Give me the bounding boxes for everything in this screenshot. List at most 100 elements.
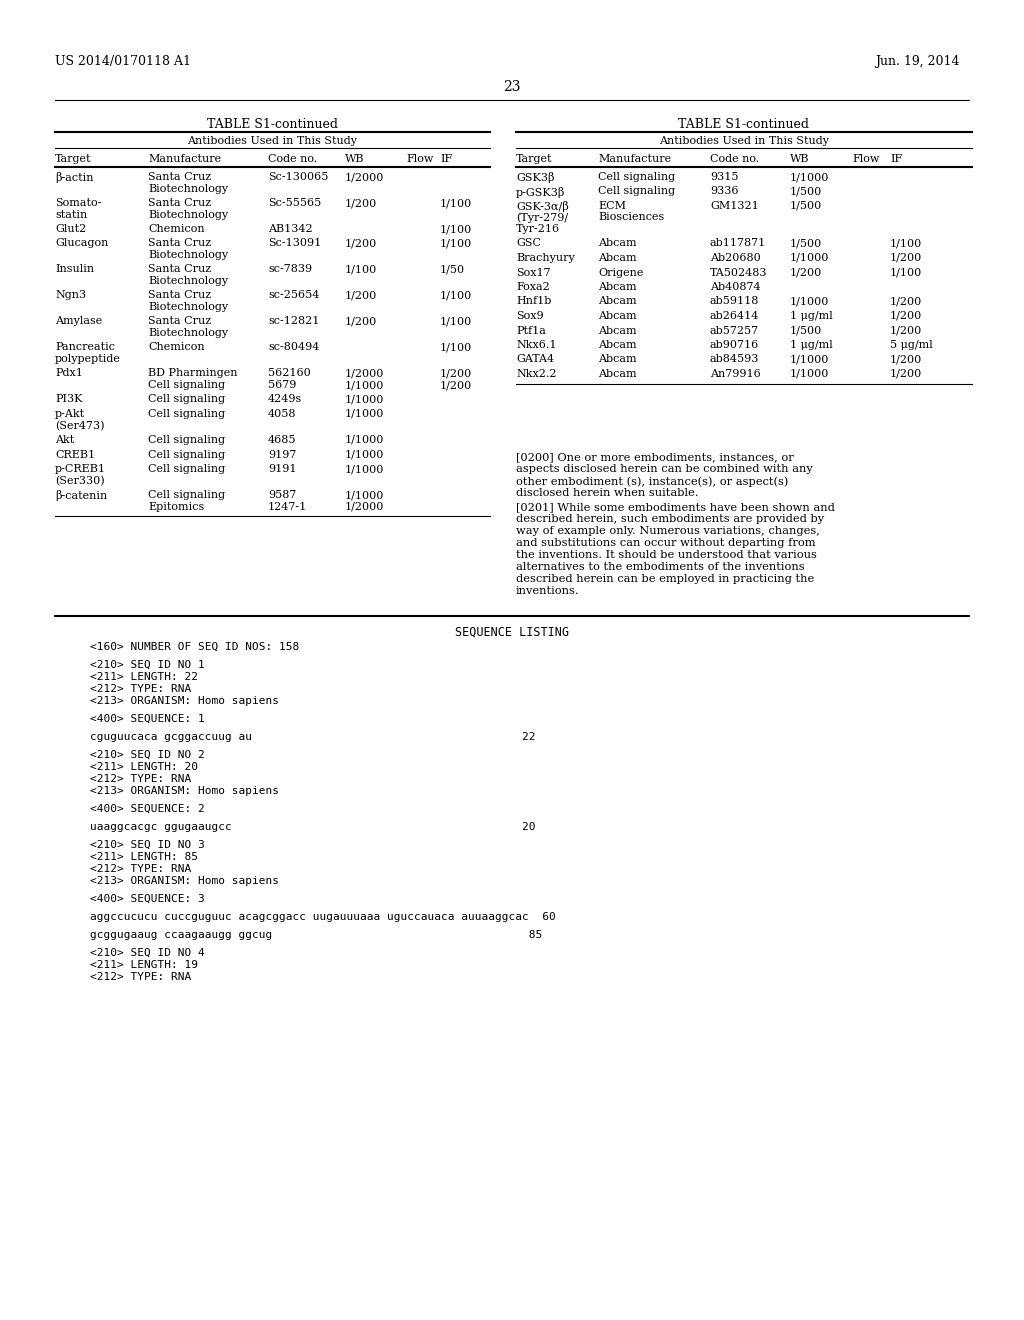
Text: <213> ORGANISM: Homo sapiens: <213> ORGANISM: Homo sapiens xyxy=(90,785,279,796)
Text: <400> SEQUENCE: 1: <400> SEQUENCE: 1 xyxy=(90,714,205,723)
Text: sc-25654: sc-25654 xyxy=(268,290,319,301)
Text: Sox9: Sox9 xyxy=(516,312,544,321)
Text: 4249s: 4249s xyxy=(268,395,302,404)
Text: ab117871: ab117871 xyxy=(710,239,766,248)
Text: 1/1000: 1/1000 xyxy=(790,172,829,182)
Text: <210> SEQ ID NO 3: <210> SEQ ID NO 3 xyxy=(90,840,205,850)
Text: GM1321: GM1321 xyxy=(710,201,759,211)
Text: <211> LENGTH: 85: <211> LENGTH: 85 xyxy=(90,851,198,862)
Text: 4685: 4685 xyxy=(268,436,297,445)
Text: disclosed herein when suitable.: disclosed herein when suitable. xyxy=(516,488,698,498)
Text: ab84593: ab84593 xyxy=(710,355,760,364)
Text: Insulin: Insulin xyxy=(55,264,94,275)
Text: GSK-3α/β: GSK-3α/β xyxy=(516,201,568,213)
Text: <212> TYPE: RNA: <212> TYPE: RNA xyxy=(90,865,191,874)
Text: sc-80494: sc-80494 xyxy=(268,342,319,352)
Text: Cell signaling: Cell signaling xyxy=(148,436,225,445)
Text: 1/2000: 1/2000 xyxy=(345,502,384,511)
Text: [0201] While some embodiments have been shown and: [0201] While some embodiments have been … xyxy=(516,502,835,512)
Text: Abcam: Abcam xyxy=(598,253,637,263)
Text: 1/100: 1/100 xyxy=(890,239,923,248)
Text: 1/100: 1/100 xyxy=(440,342,472,352)
Text: 1/200: 1/200 xyxy=(345,317,377,326)
Text: described herein can be employed in practicing the: described herein can be employed in prac… xyxy=(516,574,814,583)
Text: <210> SEQ ID NO 4: <210> SEQ ID NO 4 xyxy=(90,948,205,958)
Text: Target: Target xyxy=(516,154,553,164)
Text: 9197: 9197 xyxy=(268,450,296,459)
Text: Sox17: Sox17 xyxy=(516,268,551,277)
Text: 1/1000: 1/1000 xyxy=(345,395,384,404)
Text: Biotechnology: Biotechnology xyxy=(148,210,228,219)
Text: Santa Cruz: Santa Cruz xyxy=(148,239,211,248)
Text: 1/200: 1/200 xyxy=(345,239,377,248)
Text: Chemicon: Chemicon xyxy=(148,224,205,234)
Text: Antibodies Used in This Study: Antibodies Used in This Study xyxy=(659,136,829,147)
Text: sc-12821: sc-12821 xyxy=(268,317,319,326)
Text: 1/200: 1/200 xyxy=(440,380,472,389)
Text: p-Akt: p-Akt xyxy=(55,409,85,418)
Text: Cell signaling: Cell signaling xyxy=(598,172,675,182)
Text: 1 μg/ml: 1 μg/ml xyxy=(790,312,833,321)
Text: 1/100: 1/100 xyxy=(440,290,472,301)
Text: IF: IF xyxy=(890,154,902,164)
Text: ECM: ECM xyxy=(598,201,626,211)
Text: Sc-13091: Sc-13091 xyxy=(268,239,322,248)
Text: way of example only. Numerous variations, changes,: way of example only. Numerous variations… xyxy=(516,525,820,536)
Text: Biotechnology: Biotechnology xyxy=(148,302,228,312)
Text: 1/1000: 1/1000 xyxy=(345,490,384,500)
Text: 5679: 5679 xyxy=(268,380,296,389)
Text: 9336: 9336 xyxy=(710,186,738,197)
Text: Ngn3: Ngn3 xyxy=(55,290,86,301)
Text: <213> ORGANISM: Homo sapiens: <213> ORGANISM: Homo sapiens xyxy=(90,876,279,886)
Text: 1/500: 1/500 xyxy=(790,239,822,248)
Text: 9315: 9315 xyxy=(710,172,738,182)
Text: Santa Cruz: Santa Cruz xyxy=(148,317,211,326)
Text: GATA4: GATA4 xyxy=(516,355,554,364)
Text: 1/100: 1/100 xyxy=(440,224,472,234)
Text: 1/1000: 1/1000 xyxy=(345,380,384,389)
Text: CREB1: CREB1 xyxy=(55,450,95,459)
Text: polypeptide: polypeptide xyxy=(55,354,121,364)
Text: Amylase: Amylase xyxy=(55,317,102,326)
Text: Cell signaling: Cell signaling xyxy=(148,465,225,474)
Text: 562160: 562160 xyxy=(268,368,310,379)
Text: 1 μg/ml: 1 μg/ml xyxy=(790,341,833,350)
Text: Code no.: Code no. xyxy=(710,154,759,164)
Text: US 2014/0170118 A1: US 2014/0170118 A1 xyxy=(55,55,191,69)
Text: Akt: Akt xyxy=(55,436,75,445)
Text: <211> LENGTH: 20: <211> LENGTH: 20 xyxy=(90,762,198,772)
Text: Biotechnology: Biotechnology xyxy=(148,249,228,260)
Text: Santa Cruz: Santa Cruz xyxy=(148,198,211,209)
Text: Chemicon: Chemicon xyxy=(148,342,205,352)
Text: 9191: 9191 xyxy=(268,465,297,474)
Text: TA502483: TA502483 xyxy=(710,268,768,277)
Text: Ab40874: Ab40874 xyxy=(710,282,761,292)
Text: 5 μg/ml: 5 μg/ml xyxy=(890,341,933,350)
Text: Abcam: Abcam xyxy=(598,297,637,306)
Text: TABLE S1-continued: TABLE S1-continued xyxy=(679,117,810,131)
Text: 1/1000: 1/1000 xyxy=(345,409,384,418)
Text: 1/1000: 1/1000 xyxy=(345,465,384,474)
Text: Abcam: Abcam xyxy=(598,282,637,292)
Text: 1/2000: 1/2000 xyxy=(345,368,384,379)
Text: GSK3β: GSK3β xyxy=(516,172,555,183)
Text: [0200] One or more embodiments, instances, or: [0200] One or more embodiments, instance… xyxy=(516,451,794,462)
Text: Abcam: Abcam xyxy=(598,370,637,379)
Text: aspects disclosed herein can be combined with any: aspects disclosed herein can be combined… xyxy=(516,465,813,474)
Text: Abcam: Abcam xyxy=(598,326,637,335)
Text: 1/1000: 1/1000 xyxy=(790,370,829,379)
Text: 1/100: 1/100 xyxy=(440,198,472,209)
Text: Jun. 19, 2014: Jun. 19, 2014 xyxy=(876,55,961,69)
Text: BD Pharmingen: BD Pharmingen xyxy=(148,368,238,379)
Text: Cell signaling: Cell signaling xyxy=(148,380,225,389)
Text: inventions.: inventions. xyxy=(516,586,580,597)
Text: 1/500: 1/500 xyxy=(790,201,822,211)
Text: cguguucaca gcggaccuug au                                        22: cguguucaca gcggaccuug au 22 xyxy=(90,733,536,742)
Text: uaaggcacgc ggugaaugcc                                           20: uaaggcacgc ggugaaugcc 20 xyxy=(90,822,536,832)
Text: Sc-130065: Sc-130065 xyxy=(268,172,329,182)
Text: 1/200: 1/200 xyxy=(890,326,923,335)
Text: Tyr-216: Tyr-216 xyxy=(516,224,560,234)
Text: p-CREB1: p-CREB1 xyxy=(55,465,106,474)
Text: <400> SEQUENCE: 2: <400> SEQUENCE: 2 xyxy=(90,804,205,814)
Text: Ab20680: Ab20680 xyxy=(710,253,761,263)
